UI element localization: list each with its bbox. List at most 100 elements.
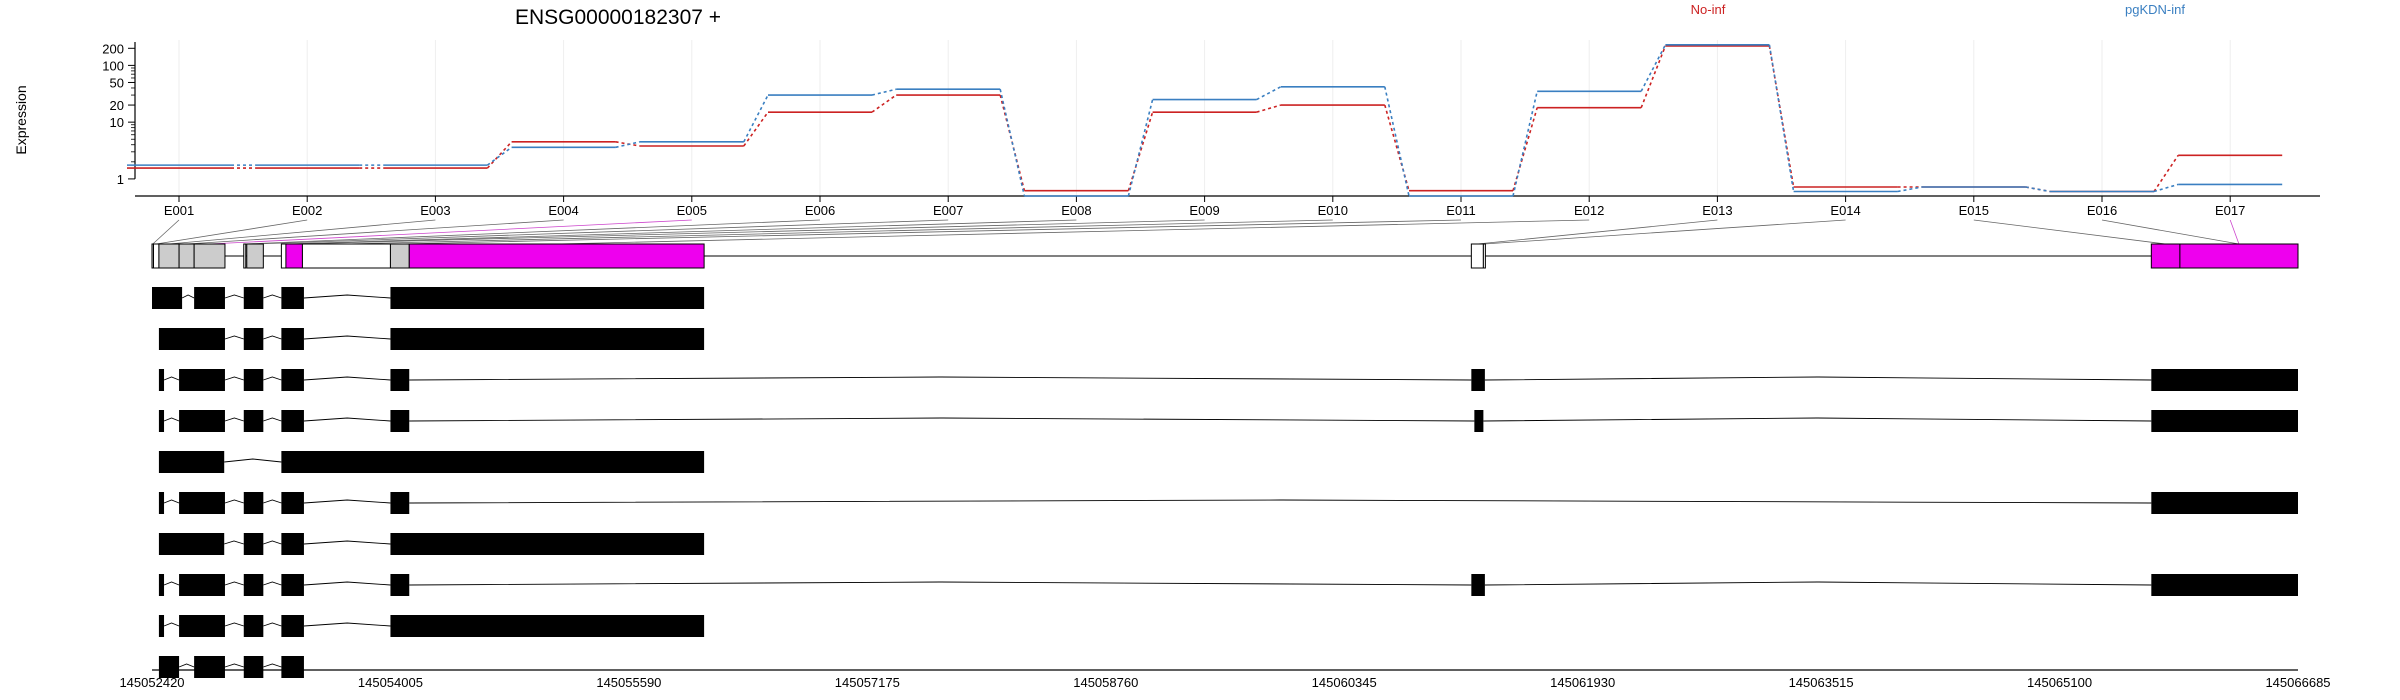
genomic-tick-label: 145060345 <box>1312 675 1377 690</box>
transcript-intron <box>1484 581 2152 586</box>
transcript-intron <box>303 581 391 586</box>
data-connector <box>1384 86 1410 197</box>
legend-pgkdn-inf: pgKDN-inf <box>2125 2 2185 17</box>
transcript-intron <box>263 376 282 381</box>
exon-connector <box>556 219 1590 245</box>
genomic-tick-label: 145058760 <box>1073 675 1138 690</box>
x-tick-label: E009 <box>1189 203 1219 218</box>
x-tick-label: E004 <box>548 203 578 218</box>
transcript-intron <box>303 294 391 299</box>
exon-connector <box>294 219 1205 245</box>
gene-exon <box>2179 243 2299 269</box>
data-connector <box>486 141 513 169</box>
gene-exon <box>243 243 247 269</box>
transcript-exon <box>158 574 165 596</box>
data-connector <box>1127 111 1154 191</box>
transcript-intron <box>224 335 244 340</box>
transcript-exon <box>281 451 705 473</box>
gene-exon <box>193 243 226 269</box>
transcript-exon <box>281 492 304 514</box>
transcript-exon <box>243 410 264 432</box>
exon-connector <box>346 219 1333 245</box>
exon-connector <box>168 219 436 245</box>
genomic-tick-label: 145054005 <box>358 675 423 690</box>
x-tick-label: E008 <box>1061 203 1091 218</box>
data-connector <box>1256 86 1282 101</box>
data-connector <box>999 89 1026 197</box>
exon-connector <box>255 219 949 245</box>
transcript-exon <box>390 615 705 637</box>
exon-connector <box>209 219 692 245</box>
x-tick-label: E016 <box>2087 203 2117 218</box>
data-connector <box>743 111 769 147</box>
transcript-exon <box>1471 369 1485 391</box>
transcript-exon <box>281 410 304 432</box>
transcript-exon <box>1474 410 1484 432</box>
transcript-intron <box>163 417 180 422</box>
exon-connectors <box>152 219 2240 245</box>
gene-exon <box>408 243 705 269</box>
transcript-intron <box>224 376 244 381</box>
transcript-exon <box>281 615 304 637</box>
data-connector <box>2153 154 2179 192</box>
gene-exon <box>246 243 264 269</box>
transcript <box>158 328 705 350</box>
y-tick-label: 50 <box>110 75 124 90</box>
transcript-exon <box>158 656 180 678</box>
transcript-exon <box>158 615 165 637</box>
exon-connector <box>186 219 564 245</box>
transcript-exon <box>243 492 264 514</box>
y-tick-label: 1 <box>117 172 124 187</box>
transcript-exon <box>179 369 225 391</box>
transcript-exon <box>158 451 225 473</box>
transcript-intron <box>409 581 1472 586</box>
transcript-intron <box>163 499 180 504</box>
transcript-exon <box>281 328 304 350</box>
transcript-exon <box>390 533 705 555</box>
genomic-tick-label: 145061930 <box>1550 675 1615 690</box>
exon-connector <box>1477 219 1718 245</box>
transcript-exon <box>158 492 165 514</box>
transcript-intron <box>303 540 391 545</box>
exon-connector <box>156 219 308 245</box>
transcript-exon <box>390 410 410 432</box>
x-tick-label: E002 <box>292 203 322 218</box>
transcript-exon <box>179 574 225 596</box>
transcript-exon <box>194 287 225 309</box>
transcript-exon <box>194 656 225 678</box>
transcript-exon <box>2151 410 2298 432</box>
data-connector <box>2153 183 2179 193</box>
transcript-exon <box>243 369 264 391</box>
exon-connector <box>1484 219 1846 245</box>
transcript-exon <box>281 287 304 309</box>
genomic-tick-label: 145057175 <box>835 675 900 690</box>
transcript-intron <box>163 622 180 627</box>
exon-connector <box>399 219 1462 245</box>
transcript-intron <box>163 376 180 381</box>
gene-exon <box>153 243 160 269</box>
transcript-intron <box>409 417 1475 422</box>
x-tick-label: E006 <box>805 203 835 218</box>
transcript <box>158 533 705 555</box>
gene-exon <box>301 243 391 269</box>
transcript-intron <box>263 499 282 504</box>
data-connector <box>486 146 513 166</box>
transcript <box>158 492 2298 514</box>
transcript-exon <box>390 492 410 514</box>
genomic-tick-label: 145055590 <box>596 675 661 690</box>
series-pgKDN-inf <box>127 44 2283 197</box>
transcript-intron <box>224 499 244 504</box>
legend-no-inf: No-inf <box>1691 2 1726 17</box>
transcript <box>158 369 2298 391</box>
transcript-intron <box>163 581 180 586</box>
x-tick-label: E017 <box>2215 203 2245 218</box>
series-lines <box>127 44 2283 197</box>
transcript-intron <box>409 376 1472 381</box>
genomic-axis: 145052420 145054005 145055590 145057175 1450… <box>119 669 2331 690</box>
transcript-exon <box>179 410 225 432</box>
transcript-exon <box>243 656 264 678</box>
chart-title: ENSG00000182307 + <box>515 6 721 29</box>
x-tick-label: E011 <box>1446 203 1475 218</box>
transcript-exon <box>281 574 304 596</box>
